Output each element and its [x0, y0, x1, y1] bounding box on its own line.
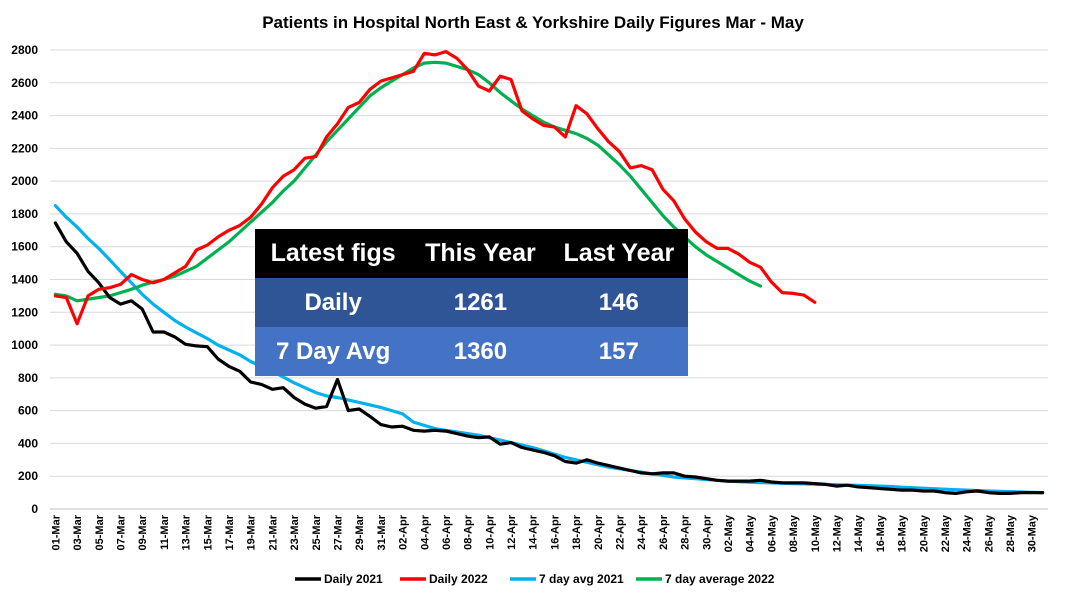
y-tick-label: 1400 [11, 273, 38, 287]
x-tick-label: 11-Mar [159, 514, 171, 550]
legend-label: 7 day avg 2021 [539, 572, 624, 586]
y-tick-label: 1800 [11, 207, 38, 221]
x-tick-label: 25-Mar [311, 514, 323, 550]
x-tick-label: 10-May [810, 514, 822, 552]
series-line-daily-2022 [53, 49, 817, 326]
x-tick-label: 01-Mar [50, 514, 62, 550]
y-tick-label: 2400 [11, 109, 38, 123]
x-tick-label: 12-Apr [506, 514, 518, 550]
x-tick-label: 16-Apr [549, 514, 561, 550]
x-tick-label: 23-Mar [289, 514, 301, 550]
y-tick-label: 1000 [11, 338, 38, 352]
x-tick-label: 13-Mar [181, 514, 193, 550]
y-tick-label: 1600 [11, 240, 38, 254]
x-tick-label: 12-May [831, 514, 843, 552]
x-tick-label: 29-Mar [354, 514, 366, 550]
x-tick-label: 24-May [962, 514, 974, 552]
y-tick-label: 200 [18, 469, 38, 483]
series-lines [53, 49, 1045, 495]
x-tick-label: 28-Apr [680, 514, 692, 550]
y-tick-label: 600 [18, 404, 38, 418]
x-tick-label: 04-May [745, 514, 757, 552]
header-latest-figs: Latest figs [255, 229, 412, 278]
x-tick-label: 31-Mar [376, 514, 388, 550]
x-tick-label: 22-May [940, 514, 952, 552]
x-axis-ticks: 01-Mar 03-Mar 05-Mar 07-Mar 09-Mar 11-Mar 13-M… [50, 514, 1038, 552]
x-tick-label: 20-May [918, 514, 930, 552]
x-tick-label: 18-May [897, 514, 909, 552]
series-line-daily-2021 [53, 221, 1045, 495]
daily-this-year: 1261 [411, 278, 550, 327]
row-label-daily: Daily [255, 278, 412, 327]
y-axis-ticks: 0 200 400 600 800 1000 1200 1400 1600 1800 2000 220… [11, 43, 38, 516]
y-tick-label: 400 [18, 436, 38, 450]
legend: Daily 2021 Daily 2022 7 day avg 2021 7 day … [295, 572, 775, 586]
x-tick-label: 21-Mar [267, 514, 279, 550]
x-tick-label: 27-Mar [332, 514, 344, 550]
latest-figures-table: Latest figs This Year Last Year Daily 12… [255, 229, 688, 376]
x-tick-label: 20-Apr [593, 514, 605, 550]
chart-title: Patients in Hospital North East & Yorksh… [262, 13, 804, 32]
x-tick-label: 03-Mar [72, 514, 84, 550]
legend-label: 7 day average 2022 [665, 572, 775, 586]
header-last-year: Last Year [549, 229, 688, 278]
x-tick-label: 05-Mar [94, 514, 106, 550]
x-tick-label: 06-Apr [441, 514, 453, 550]
y-tick-label: 2600 [11, 76, 38, 90]
x-tick-label: 04-Apr [419, 514, 431, 550]
x-tick-label: 14-Apr [528, 514, 540, 550]
x-tick-label: 06-May [766, 514, 778, 552]
x-tick-label: 14-May [853, 514, 865, 552]
y-tick-label: 0 [31, 502, 38, 516]
y-tick-label: 1200 [11, 305, 38, 319]
x-tick-label: 17-Mar [224, 514, 236, 550]
x-tick-label: 30-Apr [701, 514, 713, 550]
x-tick-label: 15-Mar [202, 514, 214, 550]
table-row-daily: Daily 1261 146 [255, 278, 688, 327]
x-tick-label: 19-Mar [246, 514, 258, 550]
y-tick-label: 2800 [11, 43, 38, 57]
header-this-year: This Year [411, 229, 550, 278]
x-tick-label: 22-Apr [615, 514, 627, 550]
x-tick-label: 26-May [983, 514, 995, 552]
daily-last-year: 146 [549, 278, 688, 327]
x-tick-label: 28-May [1005, 514, 1017, 552]
gridlines [50, 49, 1048, 477]
x-tick-label: 08-May [788, 514, 800, 552]
legend-label: Daily 2022 [429, 572, 488, 586]
avg-last-year: 157 [549, 327, 688, 376]
row-label-7-day-avg: 7 Day Avg [255, 327, 412, 376]
x-tick-label: 26-Apr [658, 514, 670, 550]
y-tick-label: 2000 [11, 174, 38, 188]
x-tick-label: 07-Mar [116, 514, 128, 550]
legend-label: Daily 2021 [324, 572, 383, 586]
x-tick-label: 02-May [723, 514, 735, 552]
x-tick-label: 16-May [875, 514, 887, 552]
table-header-row: Latest figs This Year Last Year [255, 229, 688, 278]
x-tick-label: 08-Apr [463, 514, 475, 550]
table-row-7-day-avg: 7 Day Avg 1360 157 [255, 327, 688, 376]
y-tick-label: 800 [18, 371, 38, 385]
y-tick-label: 2200 [11, 141, 38, 155]
x-tick-label: 30-May [1027, 514, 1039, 552]
avg-this-year: 1360 [411, 327, 550, 376]
x-tick-label: 24-Apr [636, 514, 648, 550]
x-tick-label: 18-Apr [571, 514, 583, 550]
x-tick-label: 02-Apr [398, 514, 410, 550]
x-tick-label: 09-Mar [137, 514, 149, 550]
x-tick-label: 10-Apr [484, 514, 496, 550]
